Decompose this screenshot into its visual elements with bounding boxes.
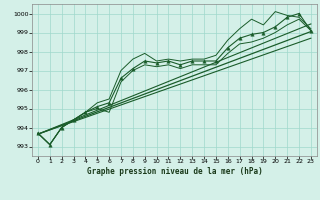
X-axis label: Graphe pression niveau de la mer (hPa): Graphe pression niveau de la mer (hPa)	[86, 167, 262, 176]
